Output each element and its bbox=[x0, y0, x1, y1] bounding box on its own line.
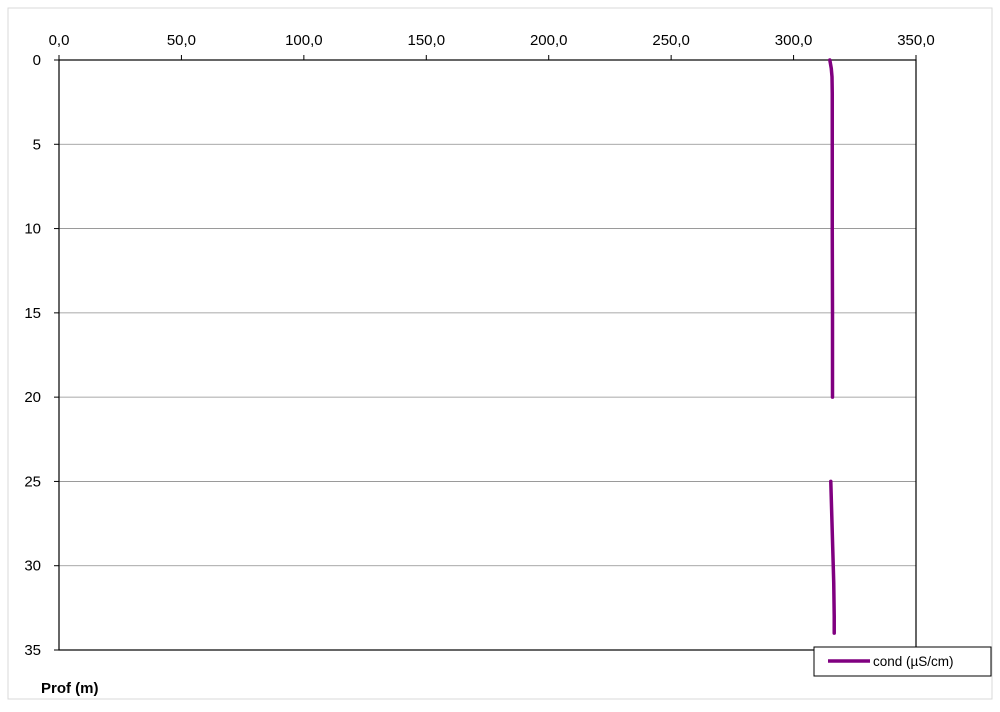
x-tick-label: 300,0 bbox=[775, 32, 813, 49]
y-tick-label: 10 bbox=[24, 221, 41, 238]
y-tick-label: 5 bbox=[33, 136, 41, 153]
x-tick-label: 150,0 bbox=[408, 32, 446, 49]
x-tick-label: 200,0 bbox=[530, 32, 568, 49]
x-tick-label: 250,0 bbox=[652, 32, 690, 49]
legend-label: cond (µS/cm) bbox=[873, 654, 954, 669]
chart-area-border bbox=[7, 7, 993, 700]
x-tick-label: 0,0 bbox=[49, 32, 70, 49]
x-tick-label: 100,0 bbox=[285, 32, 323, 49]
series-line-segment bbox=[828, 58, 835, 399]
y-tick-label: 25 bbox=[24, 473, 41, 490]
grid-lines bbox=[59, 143, 916, 567]
y-tick-label: 15 bbox=[24, 305, 41, 322]
legend: cond (µS/cm) bbox=[813, 646, 992, 677]
y-tick-label: 30 bbox=[24, 558, 41, 575]
series-line-segment bbox=[829, 479, 836, 635]
x-axis-ticks: 0,0 50,0 100,0 150,0 200,0 250,0 300,0 350,0 bbox=[49, 32, 935, 60]
y-axis-label: Prof (m) bbox=[41, 680, 99, 697]
x-tick-label: 50,0 bbox=[167, 32, 196, 49]
y-axis-ticks: 0 5 10 15 20 25 30 35 bbox=[24, 52, 59, 659]
y-tick-label: 0 bbox=[33, 52, 41, 69]
series-layer bbox=[828, 58, 836, 635]
x-tick-label: 350,0 bbox=[897, 32, 935, 49]
plot-area bbox=[58, 59, 917, 651]
y-tick-label: 20 bbox=[24, 389, 41, 406]
y-tick-label: 35 bbox=[24, 642, 41, 659]
